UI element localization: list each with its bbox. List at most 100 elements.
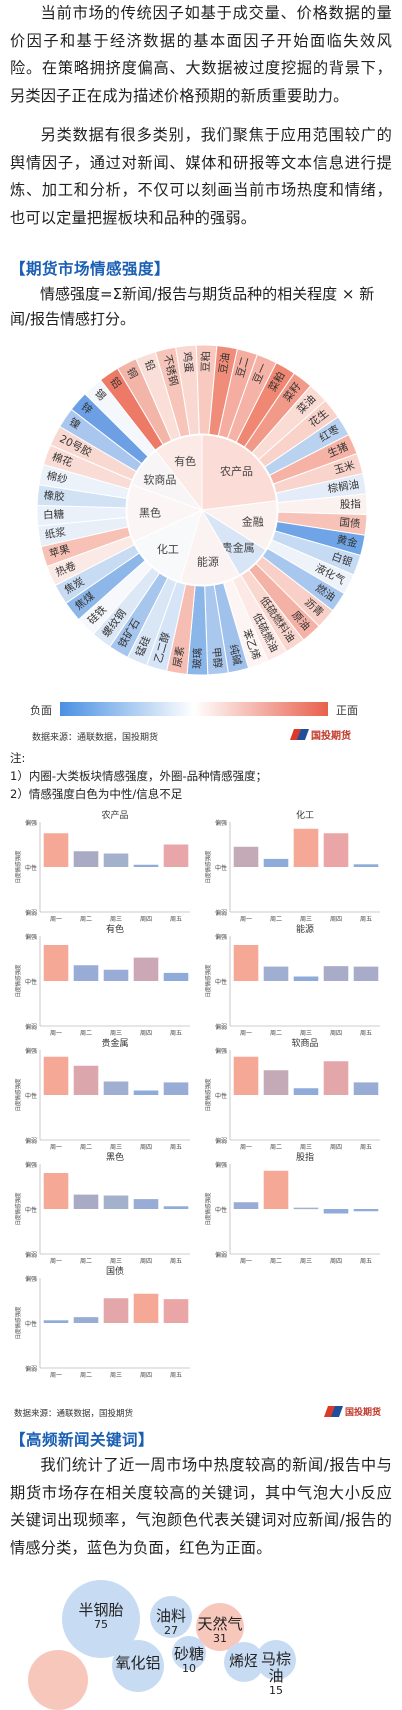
bar bbox=[233, 1056, 259, 1095]
keyword-bubble: 马棕油 15 bbox=[256, 1640, 296, 1697]
bar-chart-title: 黑色 bbox=[106, 1151, 124, 1163]
x-tick-label: 周四 bbox=[330, 1030, 342, 1037]
bar bbox=[103, 1298, 129, 1323]
company-logo: 国投期货 bbox=[289, 727, 351, 742]
x-tick-label: 周一 bbox=[240, 1030, 252, 1037]
x-tick-label: 周二 bbox=[80, 1030, 92, 1037]
data-source-note: 数据来源：通联数据，国投期货 bbox=[32, 733, 159, 743]
bar bbox=[323, 966, 349, 981]
bubble-keyword: 砂糖 bbox=[173, 1644, 204, 1663]
y-tick-label: 中性 bbox=[215, 1092, 227, 1100]
y-axis-label: 日度情感强度 bbox=[204, 1078, 212, 1112]
x-tick-label: 周二 bbox=[270, 916, 282, 923]
bar bbox=[353, 1209, 379, 1212]
sunburst-outer-label: 铜 bbox=[124, 366, 139, 381]
section-heading-keywords: 【高频新闻关键词】 bbox=[10, 1431, 155, 1449]
x-tick-label: 周一 bbox=[240, 1258, 252, 1265]
x-tick-label: 周一 bbox=[240, 916, 252, 923]
bubble-count: 75 bbox=[94, 1617, 108, 1631]
sunburst-outer-label: 豆二 bbox=[234, 356, 251, 379]
sunburst-outer-label: 纯碱 bbox=[227, 643, 244, 667]
x-tick-label: 周一 bbox=[50, 1258, 62, 1265]
y-tick-label: 偏弱 bbox=[215, 1137, 227, 1145]
bubble-keyword: 半钢胎 bbox=[78, 1600, 124, 1619]
bar bbox=[43, 833, 69, 867]
sunburst-inner-label: 能源 bbox=[197, 555, 219, 569]
y-tick-label: 偏强 bbox=[215, 933, 227, 941]
bar bbox=[73, 1194, 99, 1209]
x-tick-label: 周一 bbox=[240, 1144, 252, 1151]
y-tick-label: 中性 bbox=[215, 864, 227, 872]
x-tick-label: 周四 bbox=[330, 916, 342, 923]
x-tick-label: 周五 bbox=[170, 1030, 182, 1037]
y-axis-label: 日度情感强度 bbox=[14, 964, 22, 998]
bar bbox=[163, 1206, 189, 1209]
keyword-bubble: 天然气 31 bbox=[196, 1603, 244, 1651]
x-tick-label: 周五 bbox=[170, 1258, 182, 1265]
x-tick-label: 周三 bbox=[300, 1144, 312, 1151]
sentiment-color-scale bbox=[60, 702, 328, 716]
x-tick-label: 周二 bbox=[80, 1144, 92, 1151]
y-tick-label: 偏弱 bbox=[215, 1251, 227, 1259]
bar bbox=[133, 957, 159, 981]
x-tick-label: 周四 bbox=[140, 1372, 152, 1379]
bar bbox=[293, 1088, 319, 1095]
x-tick-label: 周四 bbox=[140, 1144, 152, 1151]
x-tick-label: 周二 bbox=[270, 1144, 282, 1151]
bubble-keyword: 马棕油 bbox=[260, 1650, 291, 1686]
y-tick-label: 偏弱 bbox=[25, 1137, 37, 1145]
sunburst-outer-label: 玻璃 bbox=[191, 648, 205, 669]
keyword-bubble: 氧化铝 bbox=[112, 1640, 164, 1692]
y-axis-label: 日度情感强度 bbox=[14, 850, 22, 884]
y-tick-label: 中性 bbox=[25, 864, 37, 872]
bar bbox=[163, 1082, 189, 1095]
bar bbox=[73, 1065, 99, 1095]
sunburst-inner-sector bbox=[179, 508, 241, 586]
note-item-2: 2）情感强度白色为中性/信息不足 bbox=[10, 787, 183, 801]
sunburst-inner-label: 化工 bbox=[157, 542, 179, 556]
bar bbox=[293, 1207, 319, 1210]
y-tick-label: 中性 bbox=[215, 978, 227, 986]
legend-negative-label: 负面 bbox=[30, 704, 52, 717]
x-tick-label: 周二 bbox=[270, 1258, 282, 1265]
y-axis-label: 日度情感强度 bbox=[14, 1306, 22, 1340]
x-tick-label: 周五 bbox=[360, 916, 372, 923]
y-tick-label: 中性 bbox=[25, 1092, 37, 1100]
bar-chart-title: 能源 bbox=[296, 923, 314, 935]
bar bbox=[323, 1061, 349, 1095]
bubble-keyword: 氧化铝 bbox=[115, 1653, 161, 1672]
x-tick-label: 周五 bbox=[170, 916, 182, 923]
bar bbox=[163, 972, 189, 981]
sunburst-inner-sector bbox=[126, 483, 204, 543]
sunburst-outer-label: 股指 bbox=[340, 497, 362, 511]
x-tick-label: 周一 bbox=[50, 916, 62, 923]
sunburst-inner-label: 贵金属 bbox=[222, 540, 255, 554]
sunburst-outer-label: 棕榈油 bbox=[327, 478, 360, 496]
bar bbox=[43, 1320, 69, 1323]
x-tick-label: 周四 bbox=[330, 1258, 342, 1265]
sunburst-outer-label: 铅 bbox=[142, 358, 158, 373]
sunburst-outer-label: 豆油 bbox=[216, 352, 232, 375]
bar-chart-title: 国债 bbox=[106, 1265, 124, 1277]
y-tick-label: 偏强 bbox=[25, 819, 37, 827]
bar-chart-title: 化工 bbox=[296, 809, 314, 821]
x-tick-label: 周三 bbox=[300, 1030, 312, 1037]
y-tick-label: 偏弱 bbox=[25, 1023, 37, 1031]
x-tick-label: 周三 bbox=[110, 916, 122, 923]
sunburst-inner-label: 农产品 bbox=[220, 464, 253, 478]
logo-text: 国投期货 bbox=[311, 731, 351, 742]
bar bbox=[263, 1170, 289, 1209]
bar bbox=[43, 1173, 69, 1209]
bubble-keyword: 油料 bbox=[155, 1606, 186, 1625]
bar bbox=[353, 864, 379, 867]
bar bbox=[233, 1202, 259, 1209]
x-tick-label: 周四 bbox=[140, 916, 152, 923]
x-tick-label: 周五 bbox=[170, 1372, 182, 1379]
logo-mark-icon bbox=[323, 1406, 344, 1417]
bar bbox=[263, 1070, 289, 1095]
sunburst-outer-label: 豆粕 bbox=[199, 351, 213, 372]
